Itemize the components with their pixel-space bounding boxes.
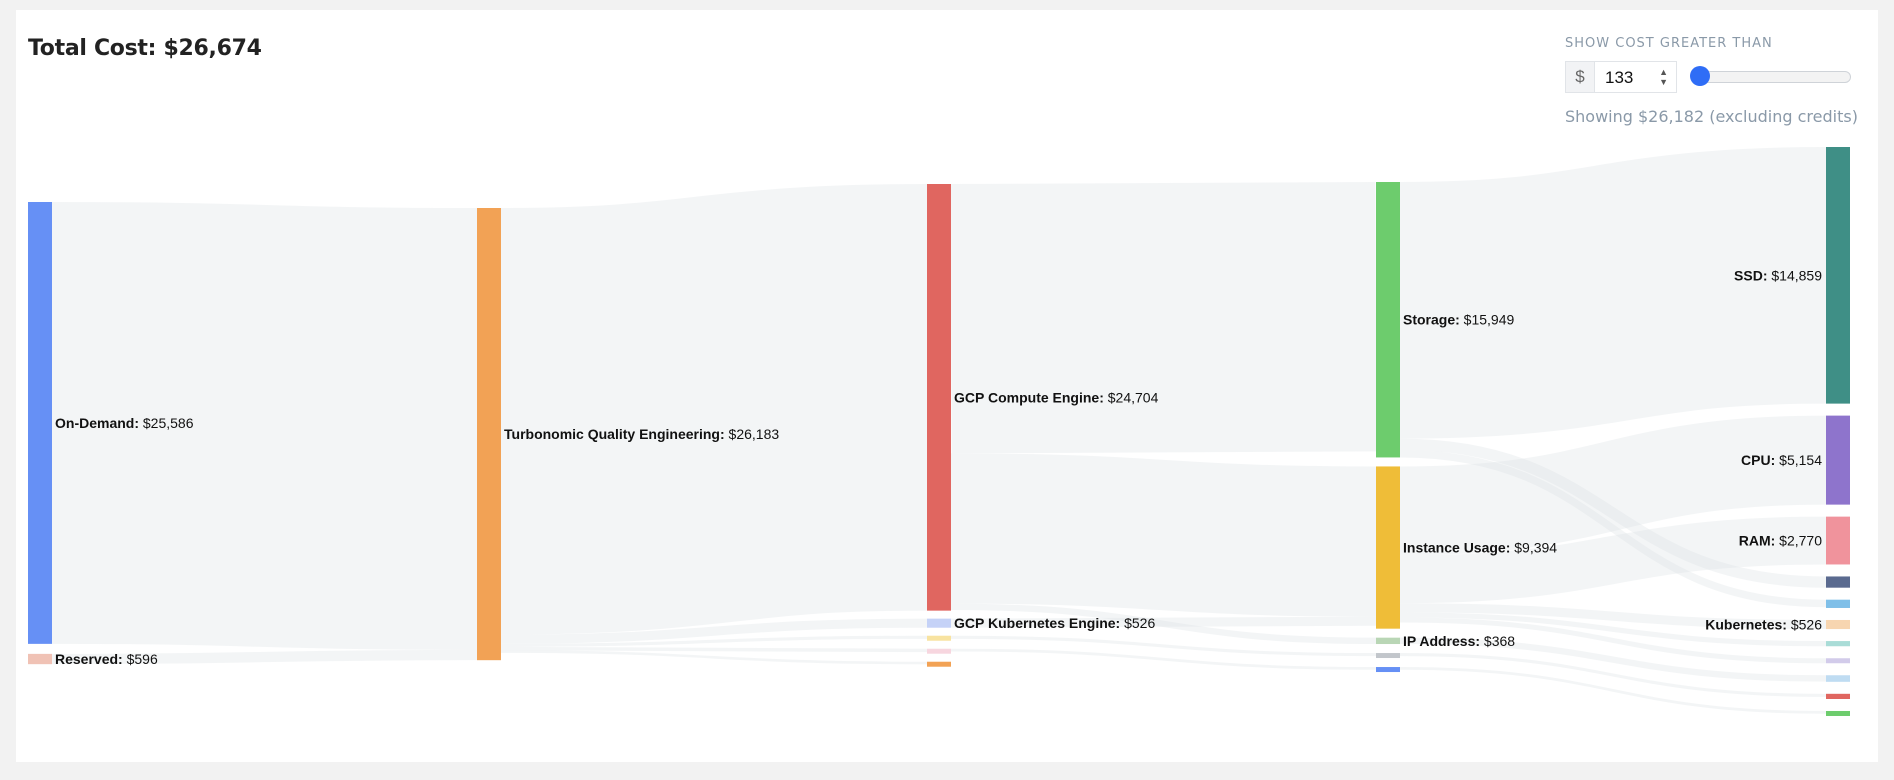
sankey-node[interactable] — [927, 661, 951, 667]
node-label-name: GCP Compute Engine: — [954, 389, 1104, 405]
node-label-name: Kubernetes: — [1705, 617, 1787, 633]
sankey-link[interactable] — [500, 184, 928, 635]
sankey-links — [51, 146, 1827, 714]
sankey-node-reserved[interactable] — [28, 653, 52, 665]
node-label-value: $26,183 — [725, 426, 780, 442]
sankey-node[interactable] — [1376, 667, 1400, 673]
node-label-storage: Storage: $15,949 — [1403, 312, 1515, 328]
total-cost-title: Total Cost: $26,674 — [28, 36, 262, 61]
sankey-link[interactable] — [51, 202, 478, 650]
sankey-link[interactable] — [950, 453, 1377, 617]
node-label-name: SSD: — [1734, 267, 1767, 283]
node-label-kubernetes: Kubernetes: $526 — [1705, 617, 1822, 633]
sankey-node-gce[interactable] — [927, 184, 951, 611]
sankey-node[interactable] — [1826, 641, 1850, 647]
sankey-node-cpu[interactable] — [1826, 415, 1850, 505]
sankey-node-ram[interactable] — [1826, 516, 1850, 565]
sankey-link[interactable] — [950, 648, 1377, 670]
node-label-tqe: Turbonomic Quality Engineering: $26,183 — [504, 426, 779, 442]
sankey-link[interactable] — [1399, 653, 1827, 697]
currency-symbol: $ — [1565, 61, 1595, 93]
filter-controls: $ 133 ▲ ▼ — [1565, 61, 1865, 93]
sankey-link[interactable] — [1399, 612, 1827, 647]
sankey-node-tqe[interactable] — [477, 208, 501, 661]
sankey-link[interactable] — [500, 646, 928, 653]
sankey-node-ip[interactable] — [1376, 637, 1400, 645]
node-label-name: IP Address: — [1403, 633, 1480, 649]
node-label-value: $596 — [123, 651, 158, 667]
node-label-value: $25,586 — [139, 415, 194, 431]
node-label-ram: RAM: $2,770 — [1739, 533, 1822, 549]
node-label-reserved: Reserved: $596 — [55, 651, 158, 667]
node-label-value: $24,704 — [1104, 389, 1159, 405]
node-label-value: $14,859 — [1768, 267, 1823, 283]
node-label-name: Reserved: — [55, 651, 123, 667]
node-label-cpu: CPU: $5,154 — [1741, 452, 1822, 468]
sankey-node-ssd[interactable] — [1826, 147, 1850, 404]
sankey-link[interactable] — [1399, 603, 1827, 630]
sankey-node[interactable] — [927, 648, 951, 654]
node-label-value: $526 — [1120, 615, 1155, 631]
stepper-arrows-icon[interactable]: ▲ ▼ — [1659, 67, 1668, 87]
sankey-node[interactable] — [927, 635, 951, 641]
sankey-link[interactable] — [1399, 617, 1827, 664]
sankey-node[interactable] — [1826, 710, 1850, 716]
sankey-link[interactable] — [950, 182, 1377, 454]
showing-total: Showing $26,182 (excluding credits) — [1565, 107, 1858, 126]
sankey-node[interactable] — [1826, 658, 1850, 664]
node-label-instance: Instance Usage: $9,394 — [1403, 540, 1557, 556]
node-label-name: Storage: — [1403, 312, 1460, 328]
sankey-node[interactable] — [1826, 576, 1850, 588]
filter-label: SHOW COST GREATER THAN — [1565, 36, 1773, 51]
sankey-link[interactable] — [500, 635, 928, 647]
node-label-name: Turbonomic Quality Engineering: — [504, 426, 725, 442]
sankey-node-gke[interactable] — [927, 618, 951, 628]
node-label-value: $526 — [1787, 617, 1822, 633]
sankey-link[interactable] — [950, 616, 1377, 628]
sankey-link[interactable] — [1399, 415, 1827, 556]
sankey-node-instance[interactable] — [1376, 466, 1400, 629]
sankey-node-ondemand[interactable] — [28, 202, 52, 644]
node-label-value: $368 — [1480, 633, 1515, 649]
node-label-value: $15,949 — [1460, 312, 1515, 328]
node-label-gce: GCP Compute Engine: $24,704 — [954, 389, 1159, 405]
node-label-value: $9,394 — [1510, 540, 1557, 556]
node-label-name: Instance Usage: — [1403, 540, 1510, 556]
sankey-link[interactable] — [1399, 516, 1827, 604]
sankey-link[interactable] — [950, 603, 1377, 645]
sankey-link[interactable] — [1399, 146, 1827, 439]
sankey-labels: On-Demand: $25,586 Reserved: $596 Turbonom… — [55, 267, 1822, 667]
sankey-link[interactable] — [1399, 667, 1827, 714]
node-label-name: RAM: — [1739, 533, 1776, 549]
sankey-node[interactable] — [1826, 599, 1850, 608]
sankey-link[interactable] — [1399, 438, 1827, 588]
sankey-node[interactable] — [1826, 675, 1850, 682]
threshold-value[interactable]: 133 — [1605, 68, 1634, 87]
sankey-node-storage[interactable] — [1376, 182, 1400, 458]
node-label-name: On-Demand: — [55, 415, 139, 431]
sankey-link[interactable] — [500, 650, 928, 665]
node-label-value: $5,154 — [1775, 452, 1822, 468]
sankey-link[interactable] — [51, 649, 478, 665]
cost-filter: SHOW COST GREATER THAN $ 133 ▲ ▼ Showing … — [1565, 36, 1865, 126]
node-label-ondemand: On-Demand: $25,586 — [55, 415, 194, 431]
sankey-node[interactable] — [1376, 653, 1400, 659]
sankey-nodes — [28, 147, 1850, 716]
node-label-ssd: SSD: $14,859 — [1734, 267, 1822, 283]
sankey-link[interactable] — [1399, 449, 1827, 608]
sankey-link[interactable] — [1399, 637, 1827, 682]
sankey-link[interactable] — [950, 635, 1377, 657]
sankey-link[interactable] — [500, 618, 928, 644]
threshold-slider[interactable] — [1690, 66, 1851, 86]
node-label-value: $2,770 — [1775, 533, 1822, 549]
slider-thumb[interactable] — [1690, 66, 1711, 86]
node-label-gke: GCP Kubernetes Engine: $526 — [954, 615, 1155, 631]
node-label-name: GCP Kubernetes Engine: — [954, 615, 1120, 631]
node-label-name: CPU: — [1741, 452, 1775, 468]
sankey-node[interactable] — [1826, 693, 1850, 699]
threshold-input[interactable]: 133 ▲ ▼ — [1595, 61, 1677, 93]
sankey-node-kubernetes[interactable] — [1826, 619, 1850, 630]
node-label-ip: IP Address: $368 — [1403, 633, 1515, 649]
